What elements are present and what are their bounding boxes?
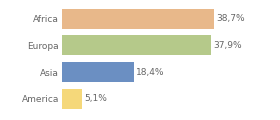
Text: 38,7%: 38,7% bbox=[216, 14, 245, 23]
Text: 37,9%: 37,9% bbox=[213, 41, 242, 50]
Bar bbox=[62, 89, 82, 109]
Bar bbox=[62, 62, 134, 82]
Bar bbox=[62, 9, 214, 29]
Text: 5,1%: 5,1% bbox=[84, 94, 107, 103]
Text: 18,4%: 18,4% bbox=[136, 68, 165, 77]
Bar bbox=[62, 35, 211, 55]
